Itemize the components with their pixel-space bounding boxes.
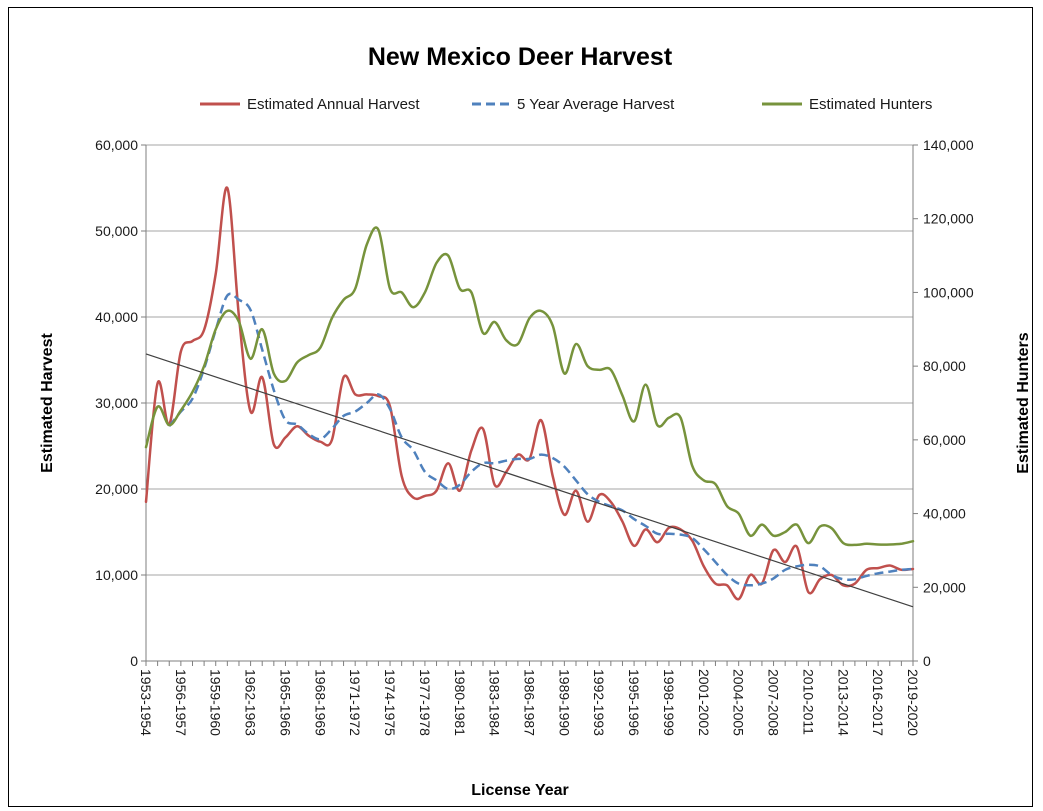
y-tick-label: 60,000 [95,137,138,153]
y-tick-label: 40,000 [95,309,138,325]
y2-axis-title: Estimated Hunters [1015,332,1032,473]
x-tick-label: 1998-1999 [661,669,677,736]
x-tick-label: 1959-1960 [208,669,224,736]
y-tick-label: 30,000 [95,395,138,411]
x-tick-label: 1995-1996 [626,669,642,736]
y-tick-labels: 0 10,000 20,000 30,000 40,000 50,000 60,000 [95,137,138,669]
y2-tick-labels: 0 20,000 40,000 60,000 80,000 100,000 120,000 1… [923,137,974,669]
legend-label-hunters: Estimated Hunters [809,96,932,113]
y-tick-label: 10,000 [95,567,138,583]
chart-title: New Mexico Deer Harvest [368,43,673,71]
x-axis-title: License Year [471,782,569,799]
x-tick-label: 1983-1984 [487,669,503,736]
y2-tick-label: 140,000 [923,137,974,153]
axes [141,144,918,666]
x-tick-label: 1974-1975 [382,669,398,736]
y2-tick-label: 80,000 [923,358,966,374]
trendline [145,353,914,608]
x-tick-label: 2013-2014 [835,669,851,736]
gridlines [146,144,913,576]
y-tick-label: 0 [130,653,138,669]
x-tick-label: 2004-2005 [731,669,747,736]
y2-tick-label: 0 [923,653,931,669]
estimated-hunters-line [144,226,915,547]
y2-tick-label: 100,000 [923,284,974,300]
x-tick-label: 1971-1972 [347,669,363,736]
legend-label-5yr-average: 5 Year Average Harvest [517,96,675,113]
x-tick-label: 1986-1987 [522,669,538,736]
y-tick-label: 50,000 [95,223,138,239]
x-tick-labels: 1953-1954 1956-1957 1959-1960 1962-1963 1965… [138,669,921,736]
x-tick-label: 1953-1954 [138,669,154,736]
x-tick-label: 1992-1993 [591,669,607,736]
y-axis-title: Estimated Harvest [39,333,56,473]
x-tick-label: 1962-1963 [243,669,259,736]
x-tick-label: 1965-1966 [277,669,293,736]
x-tick-label: 2016-2017 [870,669,886,736]
y2-tick-label: 20,000 [923,579,966,595]
x-tick-label: 1956-1957 [173,669,189,736]
legend-label-annual-harvest: Estimated Annual Harvest [247,96,420,113]
y2-tick-label: 120,000 [923,211,974,227]
y2-tick-label: 60,000 [923,432,966,448]
x-tick-label: 1989-1990 [556,669,572,736]
legend: Estimated Annual Harvest 5 Year Average … [200,96,932,113]
x-tick-label: 1980-1981 [452,669,468,736]
y2-tick-label: 40,000 [923,506,966,522]
x-tick-label: 2010-2011 [800,669,816,735]
x-tick-label: 2007-2008 [766,669,782,736]
x-tick-label: 2001-2002 [696,669,712,736]
five-year-average-line [168,292,914,587]
x-tick-label: 1977-1978 [417,669,433,736]
chart-frame [8,7,1033,807]
y-tick-label: 20,000 [95,481,138,497]
annual-harvest-line [144,186,915,601]
x-tick-label: 1968-1969 [312,669,328,736]
x-tick-label: 2019-2020 [905,669,921,736]
series-lines [144,186,915,608]
